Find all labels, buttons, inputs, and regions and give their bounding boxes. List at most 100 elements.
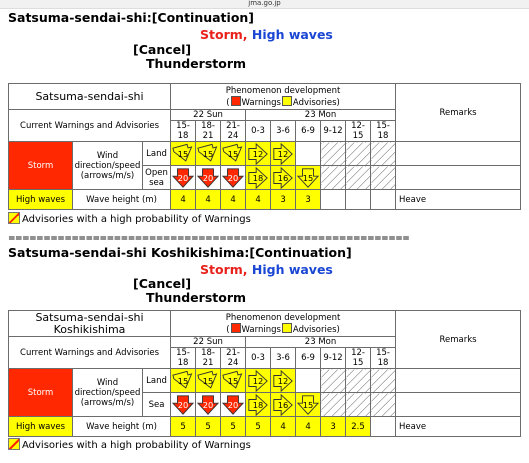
wave-height-label: Wave height (m) [71, 189, 172, 210]
browser-url-bar: jma.go.jp [0, 0, 529, 9]
wave-height-value: 3 [270, 189, 297, 210]
advisory-swatch [281, 322, 292, 333]
time-slot-header: 15-18 [170, 120, 197, 142]
wind-cell-land [370, 368, 397, 393]
wind-cell-sea: 18 [245, 165, 272, 190]
remarks-cell [395, 141, 522, 166]
wind-cell-sea: 20 [170, 165, 197, 190]
sea-label: Sea [141, 392, 172, 417]
wind-label: Wind direction/speed (arrows/m/s) [72, 368, 143, 417]
wind-cell-land [320, 141, 347, 166]
time-slot-header: 18-21 [195, 347, 222, 369]
wind-cell-land: 15 [170, 141, 197, 166]
phenomenon-header: Phenomenon development(Warnings Advisorie… [170, 310, 397, 337]
time-slot-header: 18-21 [195, 120, 222, 142]
time-slot-header: 0-3 [245, 120, 272, 142]
high-waves-cell: High waves [8, 416, 73, 437]
wind-speed-value: 16 [278, 172, 289, 182]
wave-height-value [370, 189, 397, 210]
status-high-waves: High waves [251, 262, 333, 277]
wind-cell-sea: 20 [220, 392, 247, 417]
remarks-header: Remarks [395, 310, 522, 369]
wind-cell-land [295, 368, 322, 393]
wind-cell-land: 15 [195, 368, 222, 393]
wave-height-value: 4 [220, 189, 247, 210]
wind-cell-sea [370, 392, 397, 417]
land-label: Land [141, 141, 172, 166]
advisory-note: Advisories with a high probability of Wa… [8, 438, 251, 452]
legend-advisories: Advisories [292, 97, 337, 108]
wind-cell-sea: 16 [270, 165, 297, 190]
sea-label: Open sea [141, 165, 172, 190]
wind-cell-sea: 16 [270, 392, 297, 417]
wave-height-value: 2.5 [345, 416, 372, 437]
wind-cell-land: 12 [245, 141, 272, 166]
status-storm: Storm, [200, 262, 248, 277]
legend-warnings: Warnings [241, 97, 281, 108]
wind-cell-sea [320, 392, 347, 417]
wind-cell-land: 12 [270, 141, 297, 166]
time-slot-header: 9-12 [320, 120, 347, 142]
wind-cell-land: 15 [195, 141, 222, 166]
time-slot-header: 3-6 [270, 120, 297, 142]
wave-height-value [320, 189, 347, 210]
wave-height-value [370, 416, 397, 437]
phenomenon-title: Phenomenon development [225, 312, 341, 323]
time-slot-header: 12-15 [345, 347, 372, 369]
wind-cell-sea [345, 392, 372, 417]
thunderstorm-label: Thunderstorm [146, 56, 247, 71]
time-slot-header: 12-15 [345, 120, 372, 142]
wind-speed-value: 20 [203, 399, 214, 409]
wind-speed-value: 12 [253, 375, 264, 385]
advisory-swatch [281, 95, 292, 106]
wind-speed-value: 15 [203, 375, 214, 385]
wind-speed-value: 15 [203, 148, 214, 158]
warning-swatch [230, 322, 241, 333]
wind-speed-value: 20 [178, 399, 189, 409]
wind-cell-land: 15 [170, 368, 197, 393]
phenomenon-title: Phenomenon development [225, 85, 341, 96]
day-header: 23 Mon [245, 109, 397, 121]
wind-cell-land: 15 [220, 368, 247, 393]
time-slot-header: 15-18 [370, 120, 397, 142]
time-slot-header: 0-3 [245, 347, 272, 369]
wave-height-value: 5 [220, 416, 247, 437]
wind-speed-value: 15 [228, 148, 239, 158]
wind-speed-value: 15 [228, 375, 239, 385]
time-slot-header: 6-9 [295, 347, 322, 369]
warning-swatch [230, 95, 241, 106]
cancel-label: [Cancel] [133, 276, 192, 291]
wave-height-value: 4 [270, 416, 297, 437]
area-heading: Satsuma-sendai-shi Koshikishima:[Continu… [8, 245, 352, 260]
wave-height-value: 4 [245, 189, 272, 210]
remarks-heave: Heave [395, 416, 522, 437]
current-warnings-label: Current Warnings and Advisories [7, 336, 172, 369]
site-domain: jma.go.jp [248, 0, 281, 7]
wind-cell-land [370, 141, 397, 166]
area-heading: Satsuma-sendai-shi:[Continuation] [8, 10, 255, 25]
wave-height-value: 4 [195, 189, 222, 210]
remarks-cell [395, 368, 522, 393]
day-header: 22 Sun [170, 336, 247, 348]
wind-cell-land [345, 368, 372, 393]
advisory-note: Advisories with a high probability of Wa… [8, 212, 251, 226]
wind-speed-value: 12 [278, 375, 289, 385]
wind-speed-value: 12 [253, 148, 264, 158]
wave-height-value: 5 [170, 416, 197, 437]
wind-cell-land: 12 [270, 368, 297, 393]
status-line: Storm, High waves [200, 27, 333, 42]
wind-speed-value: 20 [228, 172, 239, 182]
status-storm: Storm, [200, 27, 248, 42]
wind-cell-sea [345, 165, 372, 190]
storm-warning-cell: Storm [8, 141, 73, 190]
time-slot-header: 21-24 [220, 347, 247, 369]
area-name: Satsuma-sendai-shi [7, 83, 172, 110]
high-probability-swatch-icon [8, 212, 20, 224]
area-name: Satsuma-sendai-shi Koshikishima [7, 310, 172, 337]
wind-cell-sea [370, 165, 397, 190]
wind-cell-sea: 15 [295, 165, 322, 190]
cancel-label: [Cancel] [133, 42, 192, 57]
wave-height-value: 5 [195, 416, 222, 437]
wind-speed-value: 15 [178, 375, 189, 385]
wave-height-value: 4 [295, 416, 322, 437]
